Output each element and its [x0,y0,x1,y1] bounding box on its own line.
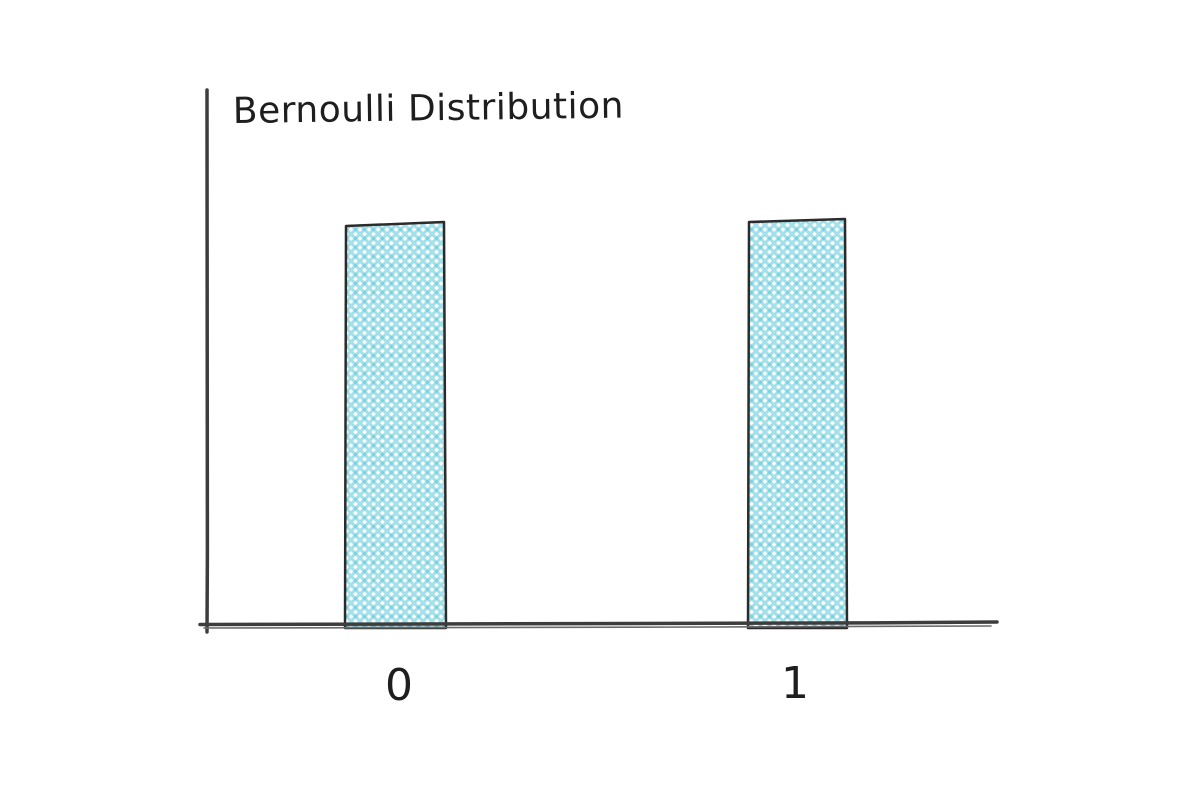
bar-1 [746,217,849,630]
x-axis [198,620,999,627]
bar-0 [343,220,448,630]
chart-title: Bernoulli Distribution [233,86,625,132]
bars-group [343,217,849,630]
x-tick-label-1: 1 [781,658,809,709]
y-axis [204,88,210,634]
x-tick-label-0: 0 [385,660,413,711]
x-axis-overdraw-stroke [203,625,992,629]
